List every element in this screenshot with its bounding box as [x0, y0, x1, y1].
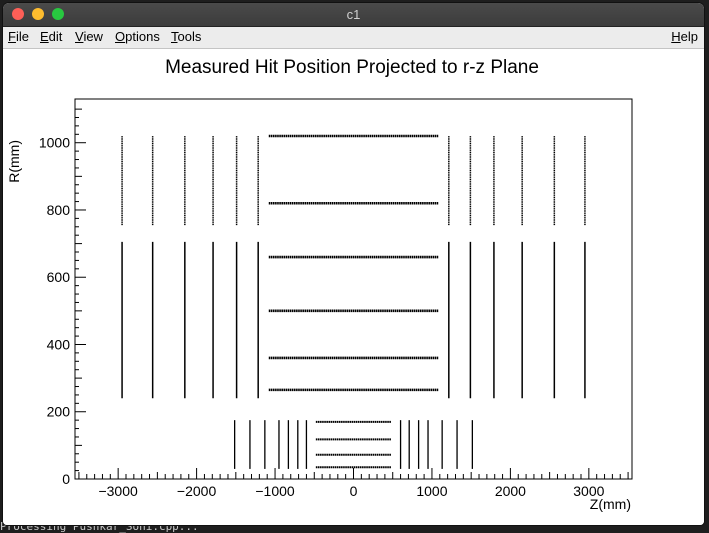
x-tick-label: 1000 — [416, 483, 447, 499]
y-tick-label: 400 — [47, 336, 71, 352]
menu-tools-accel: T — [171, 29, 178, 44]
x-tick-label: 3000 — [573, 483, 604, 499]
plot-frame — [74, 98, 633, 480]
menu-edit[interactable]: Edit — [40, 29, 62, 44]
x-tick-label: −3000 — [98, 483, 138, 499]
root-canvas-window: c1 File Edit View Options Tools Help Mea… — [3, 3, 704, 525]
title-bar[interactable]: c1 — [3, 3, 704, 27]
menu-options[interactable]: Options — [115, 29, 160, 44]
y-tick-label: 1000 — [39, 135, 70, 151]
menu-bar: File Edit View Options Tools Help — [3, 27, 704, 49]
menu-file-rest: ile — [15, 29, 29, 44]
hit-position-plot[interactable]: Measured Hit Position Projected to r-z P… — [3, 49, 704, 525]
plot-title: Measured Hit Position Projected to r-z P… — [165, 57, 539, 78]
menu-help[interactable]: Help — [671, 29, 698, 44]
menu-view-rest: iew — [83, 29, 103, 44]
x-tick-label: 2000 — [495, 483, 526, 499]
menu-view-accel: V — [75, 29, 84, 44]
y-tick-label: 0 — [62, 471, 70, 487]
menu-help-accel: H — [671, 29, 681, 44]
menu-edit-accel: E — [40, 29, 49, 44]
y-tick-label: 800 — [47, 202, 71, 218]
y-tick-label: 600 — [47, 269, 71, 285]
menu-options-accel: O — [115, 29, 126, 44]
menu-view[interactable]: View — [75, 29, 103, 44]
menu-options-rest: ptions — [125, 29, 160, 44]
menu-file[interactable]: File — [8, 29, 29, 44]
x-tick-label: 0 — [350, 483, 358, 499]
plot-marks — [121, 134, 586, 469]
y-tick-label: 200 — [47, 404, 71, 420]
canvas-area[interactable]: Measured Hit Position Projected to r-z P… — [3, 49, 704, 525]
menu-help-rest: elp — [680, 29, 698, 44]
close-window-button[interactable] — [12, 8, 24, 20]
x-axis-label: Z(mm) — [590, 496, 631, 512]
menu-tools-rest: ools — [177, 29, 202, 44]
y-axis-label: R(mm) — [6, 140, 22, 183]
menu-file-accel: F — [8, 29, 16, 44]
x-tick-label: −1000 — [255, 483, 295, 499]
minimize-window-button[interactable] — [32, 8, 44, 20]
plot-axes: −3000 −2000 −1000 0 1000 2000 3000 0 200 400 600 80… — [39, 99, 632, 499]
menu-edit-rest: dit — [48, 29, 63, 44]
zoom-window-button[interactable] — [52, 8, 64, 20]
window-title: c1 — [346, 7, 361, 22]
x-tick-label: −2000 — [177, 483, 217, 499]
menu-tools[interactable]: Tools — [171, 29, 201, 44]
